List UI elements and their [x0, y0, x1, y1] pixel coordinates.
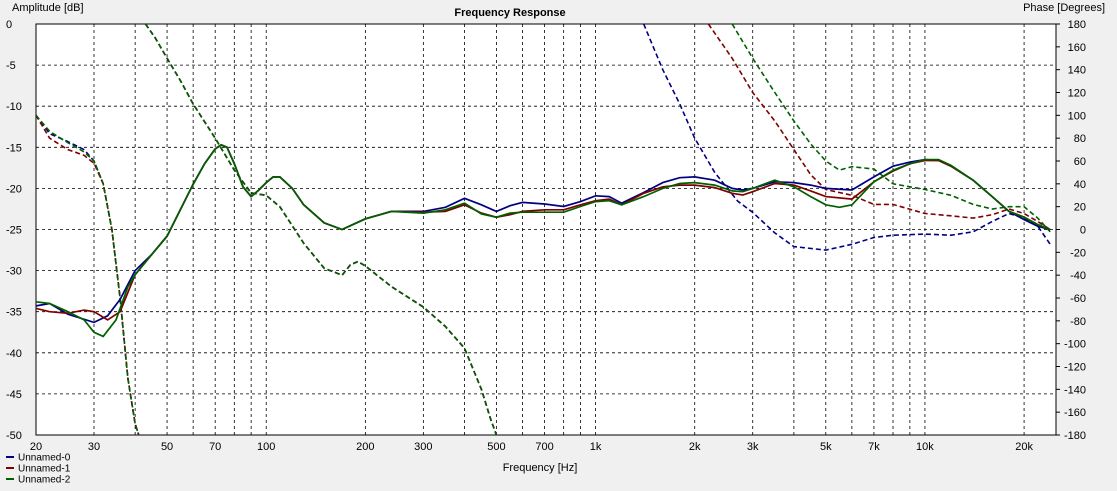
- y-right-tick-label: -160: [1064, 407, 1086, 419]
- legend-label: Unnamed-1: [18, 464, 71, 475]
- y-left-tick-label: -50: [6, 430, 22, 442]
- x-axis-label: Frequency [Hz]: [503, 462, 578, 474]
- y-right-tick-label: -120: [1064, 362, 1086, 374]
- y-axis-left-label: Amplitude [dB]: [12, 2, 84, 14]
- y-right-tick-label: -20: [1070, 247, 1086, 259]
- grid-lines: [35, 23, 1056, 436]
- y-right-tick-label: 100: [1068, 110, 1086, 122]
- tick-labels: 20 30 50 70 100 200 300 500 700 1k 2k 3k 5k 7k 10k 20k0…: [6, 19, 1086, 453]
- y-right-tick-label: -80: [1070, 316, 1086, 328]
- y-left-tick-label: -45: [6, 389, 22, 401]
- x-tick-label: 5k: [820, 441, 832, 453]
- x-tick-label: 300: [414, 441, 432, 453]
- x-tick-label: 10k: [916, 441, 934, 453]
- y-left-tick-label: -5: [6, 60, 16, 72]
- y-right-tick-label: -140: [1064, 384, 1086, 396]
- x-tick-label: 700: [535, 441, 553, 453]
- x-tick-label: 2k: [689, 441, 701, 453]
- y-left-tick-label: -25: [6, 225, 22, 237]
- y-right-tick-label: 80: [1074, 133, 1086, 145]
- x-tick-label: 1k: [590, 441, 602, 453]
- y-left-tick-label: 0: [6, 19, 12, 31]
- y-right-tick-label: 140: [1068, 65, 1086, 77]
- legend-label: Unnamed-0: [18, 453, 71, 464]
- x-tick-label: 70: [209, 441, 221, 453]
- x-tick-label: 200: [356, 441, 374, 453]
- y-right-tick-label: 0: [1080, 225, 1086, 237]
- x-tick-label: 7k: [868, 441, 880, 453]
- y-right-tick-label: 160: [1068, 42, 1086, 54]
- y-right-tick-label: 20: [1074, 202, 1086, 214]
- y-left-tick-label: -40: [6, 348, 22, 360]
- phase-line-unnamed-2: [36, 24, 1051, 435]
- y-right-tick-label: -40: [1070, 270, 1086, 282]
- y-left-tick-label: -20: [6, 183, 22, 195]
- x-tick-label: 20k: [1015, 441, 1033, 453]
- y-left-tick-label: -15: [6, 142, 22, 154]
- legend-label: Unnamed-2: [18, 475, 71, 486]
- series-lines: [36, 24, 1051, 435]
- y-right-tick-label: -180: [1064, 430, 1086, 442]
- y-left-tick-label: -30: [6, 266, 22, 278]
- y-right-tick-label: 60: [1074, 156, 1086, 168]
- x-tick-label: 100: [257, 441, 275, 453]
- x-tick-label: 20: [30, 441, 42, 453]
- x-tick-label: 50: [161, 441, 173, 453]
- y-right-tick-label: 40: [1074, 179, 1086, 191]
- y-right-tick-label: 120: [1068, 88, 1086, 100]
- y-right-tick-label: -100: [1064, 339, 1086, 351]
- y-axis-right-label: Phase [Degrees]: [1023, 2, 1105, 14]
- x-tick-label: 30: [88, 441, 100, 453]
- y-right-tick-label: -60: [1070, 293, 1086, 305]
- x-tick-label: 3k: [747, 441, 759, 453]
- y-left-tick-label: -35: [6, 307, 22, 319]
- y-left-tick-label: -10: [6, 101, 22, 113]
- amplitude-line-unnamed-2: [36, 143, 1051, 338]
- y-right-tick-label: 180: [1068, 19, 1086, 31]
- x-tick-label: 500: [487, 441, 505, 453]
- chart-title: Frequency Response: [454, 7, 565, 19]
